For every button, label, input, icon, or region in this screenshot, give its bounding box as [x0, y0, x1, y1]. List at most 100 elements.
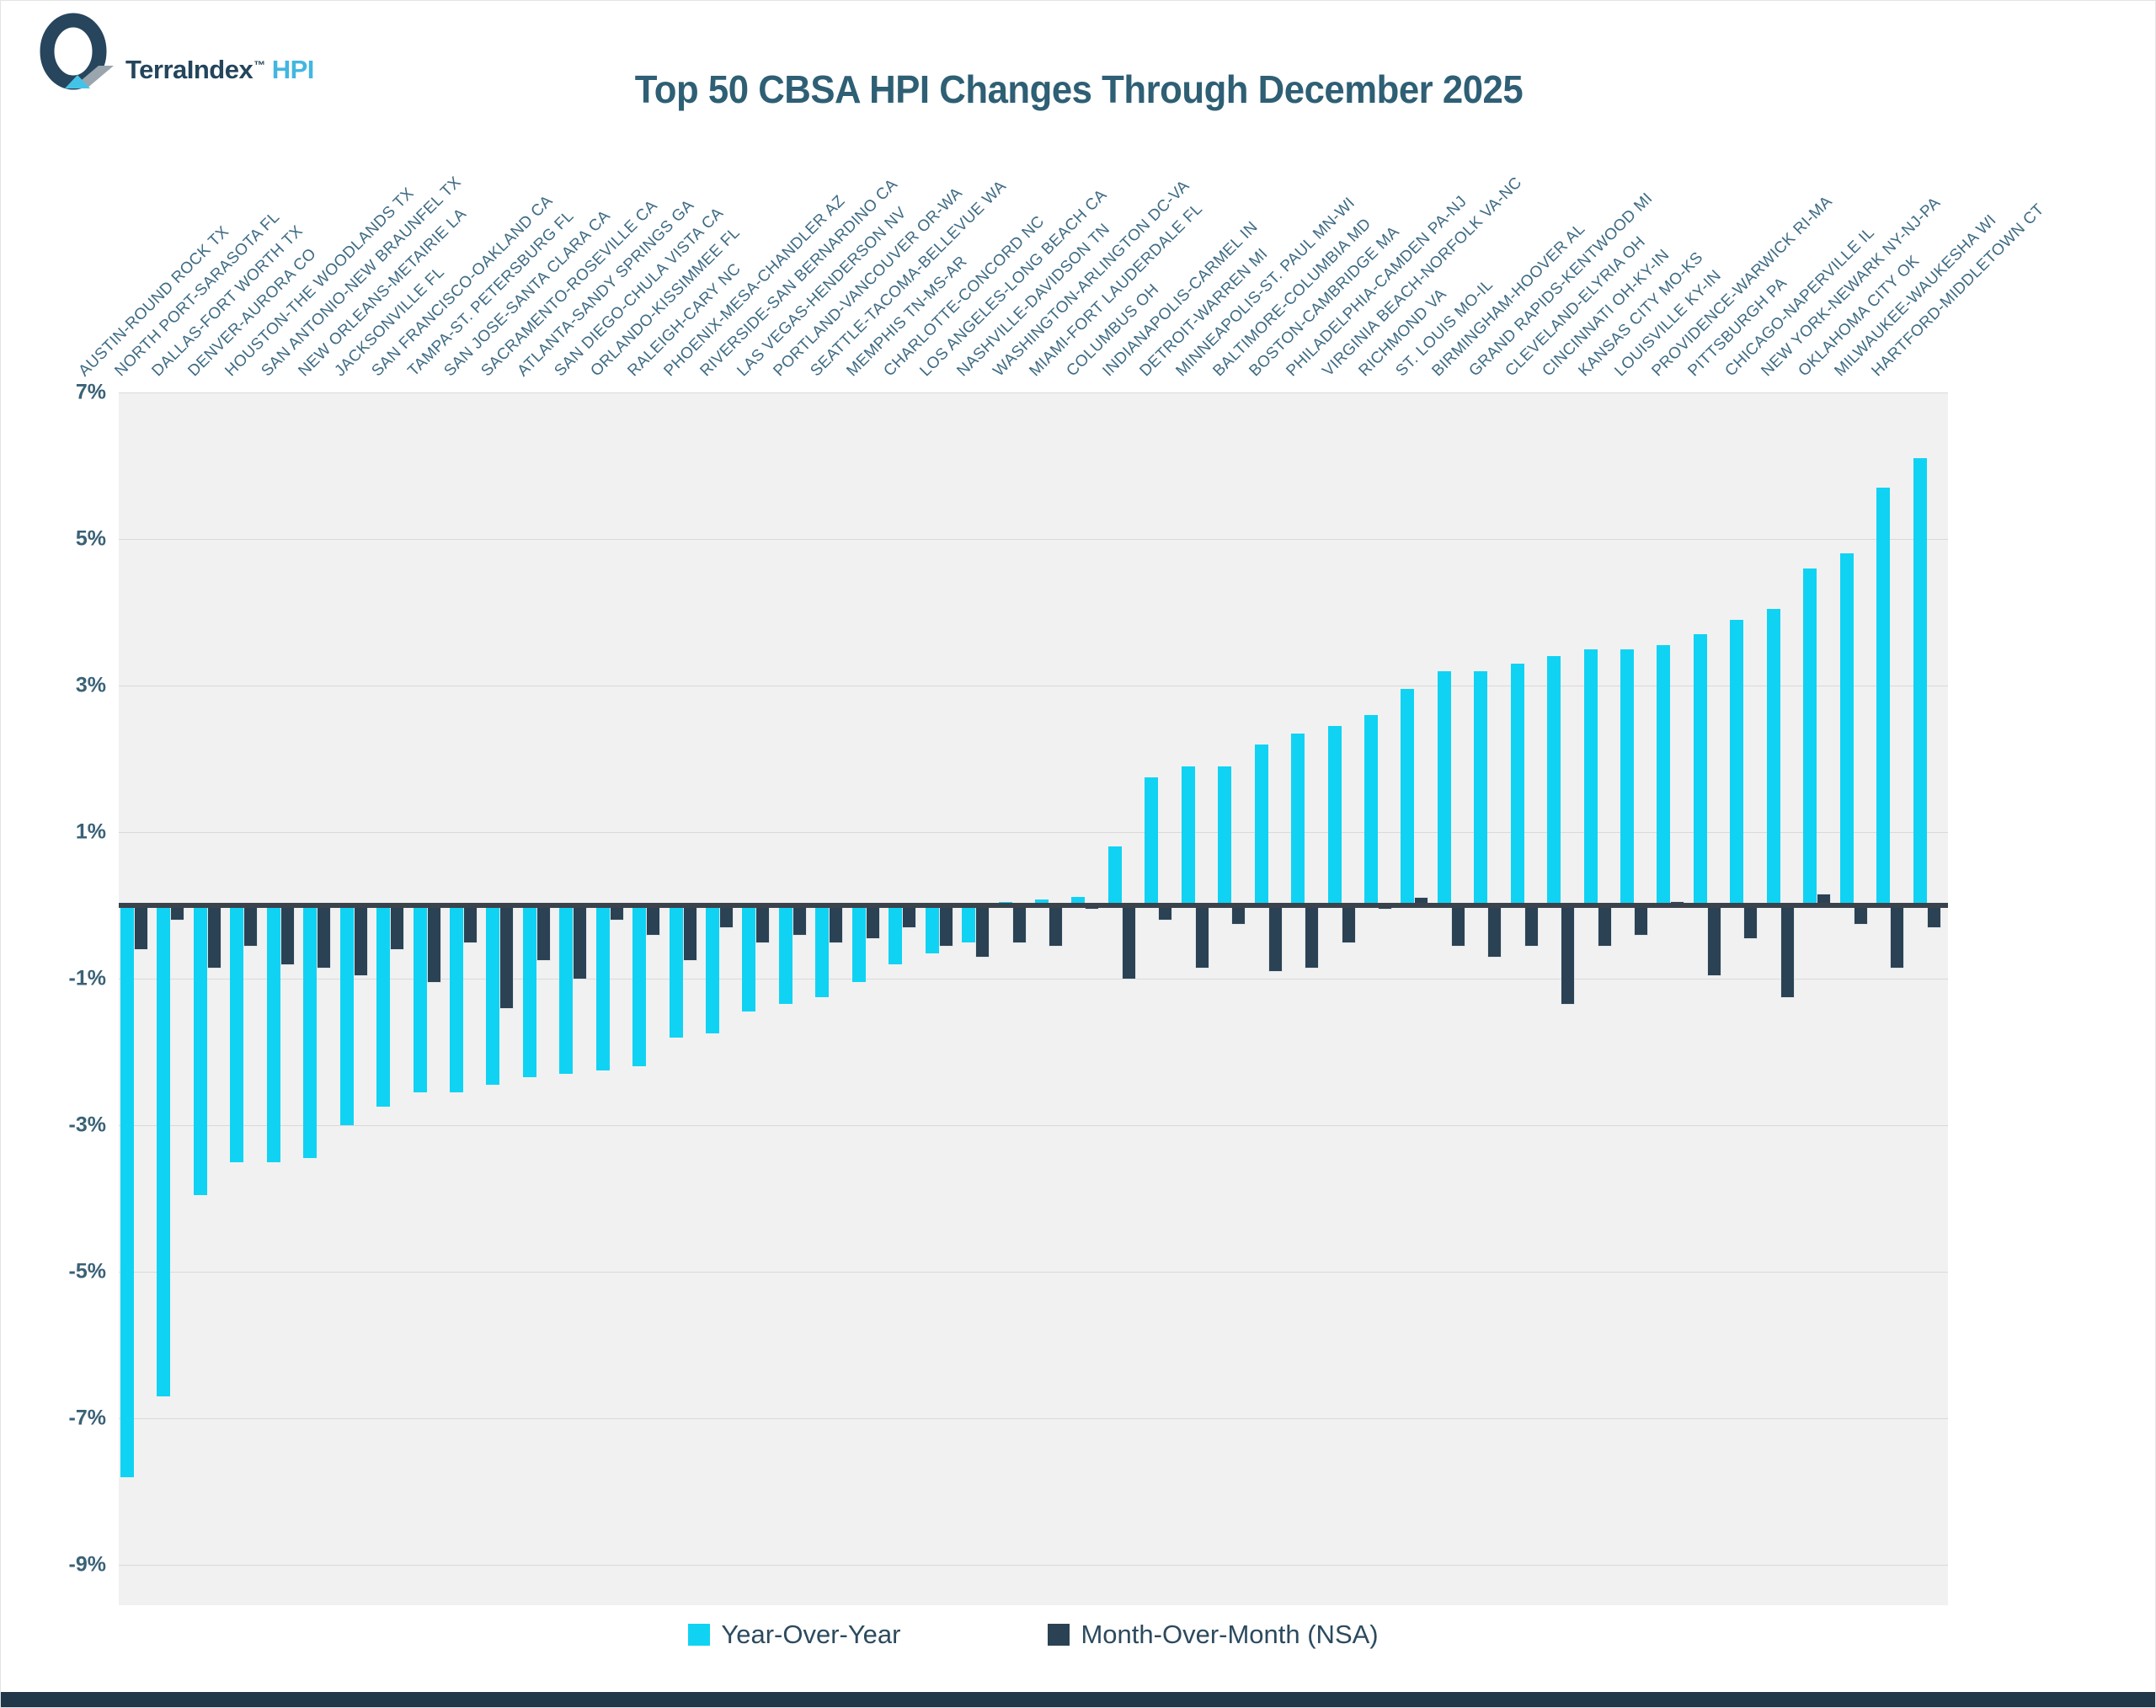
- y-tick-label: -9%: [68, 1552, 106, 1577]
- mom-bar: [1635, 905, 1648, 935]
- y-tick-label: 7%: [75, 380, 106, 404]
- mom-bar: [1744, 905, 1758, 939]
- mom-bar: [574, 905, 587, 979]
- mom-bar: [391, 905, 404, 950]
- mom-bar: [1451, 905, 1465, 946]
- yoy-bar: [889, 905, 903, 964]
- yoy-bar: [1145, 777, 1159, 905]
- yoy-bar: [1401, 689, 1415, 905]
- mom-bar: [976, 905, 990, 957]
- gridline: [119, 1565, 1948, 1566]
- mom-bar: [1232, 905, 1246, 924]
- terraindex-q-icon: [40, 13, 114, 90]
- gridline: [119, 392, 1948, 393]
- mom-bar: [207, 905, 221, 968]
- yoy-bar: [742, 905, 756, 1012]
- yoy-bar: [1510, 663, 1524, 905]
- yoy-bar: [303, 905, 318, 1159]
- yoy-bar: [1364, 714, 1378, 905]
- yoy-bar: [486, 905, 500, 1086]
- mom-bar: [1561, 905, 1575, 1005]
- mom-bar: [1780, 905, 1794, 997]
- yoy-bar: [1218, 766, 1232, 905]
- mom-bar: [720, 905, 734, 928]
- yoy-bar: [120, 905, 134, 1477]
- mom-bar: [866, 905, 879, 939]
- mom-bar: [1012, 905, 1026, 942]
- mom-bar: [1049, 905, 1062, 946]
- yoy-bar: [1876, 488, 1891, 905]
- legend-label: Year-Over-Year: [721, 1620, 901, 1649]
- logo-tm: ™: [253, 57, 265, 72]
- yoy-bar: [962, 905, 976, 942]
- mom-bar: [756, 905, 770, 942]
- mom-bar: [1195, 905, 1209, 968]
- mom-bar: [1817, 894, 1831, 905]
- yoy-bar: [669, 905, 683, 1038]
- mom-bar: [1524, 905, 1538, 946]
- yoy-bar: [1254, 744, 1268, 905]
- mom-bar: [1854, 905, 1867, 924]
- yoy-bar: [815, 905, 830, 997]
- yoy-bar: [851, 905, 866, 983]
- mom-bar: [610, 905, 623, 921]
- mom-bar: [1927, 905, 1940, 928]
- mom-bar: [1598, 905, 1611, 946]
- mom-bar: [135, 905, 147, 950]
- plot-area: [119, 392, 1948, 1605]
- gridline: [119, 539, 1948, 540]
- yoy-bar: [1693, 634, 1707, 905]
- legend: Year-Over-Year Month-Over-Month (NSA): [119, 1620, 1948, 1650]
- legend-label: Month-Over-Month (NSA): [1081, 1620, 1379, 1649]
- yoy-bar: [339, 905, 354, 1125]
- yoy-bar: [1730, 619, 1744, 905]
- y-tick-label: 1%: [75, 819, 106, 844]
- mom-bar: [318, 905, 331, 968]
- yoy-bar: [449, 905, 463, 1092]
- yoy-bar: [595, 905, 610, 1070]
- mom-bar: [792, 905, 806, 935]
- y-tick-label: 3%: [75, 673, 106, 697]
- yoy-bar: [1437, 670, 1451, 905]
- mom-bar: [1415, 898, 1428, 905]
- mom-bar: [1342, 905, 1355, 942]
- yoy-bar: [1035, 899, 1049, 905]
- yoy-bar: [1181, 766, 1195, 905]
- mom-bar: [1122, 905, 1135, 979]
- y-tick-label: -7%: [68, 1406, 106, 1430]
- mom-bar: [1707, 905, 1721, 975]
- yoy-bar: [1620, 649, 1635, 905]
- mom-bar: [536, 905, 550, 961]
- terraindex-logo: TerraIndex™ HPI: [24, 13, 314, 90]
- y-tick-label: -1%: [68, 966, 106, 990]
- yoy-bar: [1839, 553, 1854, 905]
- gridline: [119, 1272, 1948, 1273]
- yoy-bar: [193, 905, 207, 1195]
- yoy-bar: [1107, 846, 1122, 905]
- legend-swatch-icon: [1048, 1624, 1070, 1646]
- mom-bar: [830, 905, 843, 942]
- gridline: [119, 1418, 1948, 1419]
- footer-bar: [1, 1692, 2155, 1707]
- yoy-bar: [632, 905, 647, 1067]
- legend-item: Month-Over-Month (NSA): [1048, 1620, 1379, 1650]
- yoy-bar: [1474, 670, 1488, 905]
- legend-swatch-icon: [688, 1624, 711, 1646]
- yoy-bar: [230, 905, 244, 1162]
- mom-bar: [1488, 905, 1502, 957]
- logo-text: TerraIndex™ HPI: [125, 55, 314, 85]
- chart-title: Top 50 CBSA HPI Changes Through December…: [634, 67, 1524, 111]
- yoy-bar: [266, 905, 280, 1162]
- y-tick-label: -5%: [68, 1259, 106, 1284]
- yoy-bar: [376, 905, 391, 1108]
- mom-bar: [1891, 905, 1904, 968]
- mom-bar: [1305, 905, 1319, 968]
- yoy-bar: [1657, 645, 1671, 905]
- yoy-bar: [1803, 568, 1817, 905]
- yoy-bar: [559, 905, 574, 1075]
- y-tick-label: 5%: [75, 526, 106, 551]
- yoy-bar: [706, 905, 720, 1034]
- mom-bar: [1268, 905, 1282, 972]
- legend-item: Year-Over-Year: [688, 1620, 900, 1650]
